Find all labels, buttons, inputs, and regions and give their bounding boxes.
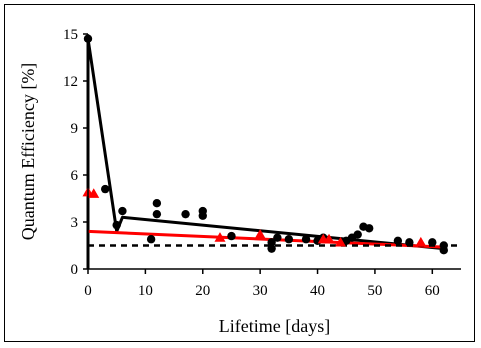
axes: [83, 33, 461, 274]
data-point-s1-8: [181, 209, 190, 219]
x-tick-label: 50: [367, 283, 382, 299]
x-tick-label: 40: [310, 283, 325, 299]
data-point-s1-14: [273, 233, 282, 242]
data-point-s1-23: [364, 224, 374, 233]
x-tick-labels: 0 10 20 30 40 50 60: [84, 283, 440, 299]
data-point-s2-2: [88, 188, 100, 198]
y-axis-label: Quantum Efficiency [%]: [18, 63, 38, 241]
data-point-s2-7: [334, 236, 346, 247]
data-point-s1-16: [301, 235, 311, 244]
data-point-s1-26: [428, 238, 437, 247]
y-tick-label: 6: [71, 168, 79, 184]
y-tick-label: 3: [71, 215, 79, 231]
y-tick-label: 15: [63, 27, 78, 43]
x-tick-label: 0: [84, 283, 92, 299]
plot-area: [82, 34, 461, 269]
y-tick-label: 12: [63, 74, 78, 90]
data-point-s2-4: [254, 229, 266, 239]
x-axis-label: Lifetime [days]: [219, 316, 330, 336]
y-tick-label: 9: [71, 121, 79, 137]
data-point-s1-4: [118, 206, 127, 216]
chart-frame: [4, 4, 475, 342]
data-point-s2-8: [415, 236, 427, 247]
data-point-s1-24: [393, 236, 403, 245]
data-point-s1-6: [152, 199, 162, 208]
data-point-s1-21: [353, 230, 362, 239]
y-tick-label: 0: [71, 262, 79, 278]
x-tick-label: 20: [195, 283, 210, 299]
data-point-s1-25: [405, 238, 414, 247]
data-point-s1-13: [267, 244, 276, 253]
data-point-s1-12: [267, 238, 276, 247]
fit-line-2: [87, 229, 444, 249]
x-tick-label: 60: [425, 283, 440, 299]
data-point-s1-2: [101, 184, 110, 194]
y-tick-labels: 0 3 6 9 12 15: [63, 27, 79, 278]
data-point-s1-15: [284, 235, 294, 244]
data-point-s1-10: [198, 211, 207, 220]
data-point-s1-7: [152, 209, 162, 219]
data-point-s2-6: [323, 233, 335, 244]
data-point-s1-3: [112, 220, 121, 230]
x-tick-label: 10: [138, 283, 153, 299]
data-point-s1-5: [146, 235, 156, 244]
data-point-s1-28: [439, 246, 448, 255]
data-point-s1-11: [227, 231, 236, 241]
data-point-s2-3: [214, 232, 226, 242]
x-tick-label: 30: [253, 283, 268, 299]
